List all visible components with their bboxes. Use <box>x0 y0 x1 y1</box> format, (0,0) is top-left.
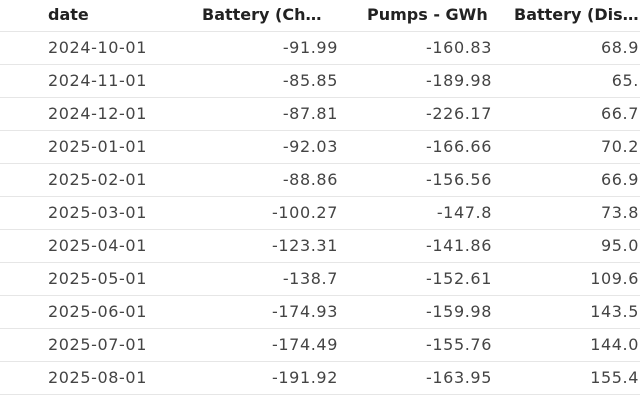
table-cell: -91.99 <box>282 38 338 57</box>
table-cell: -152.61 <box>426 269 492 288</box>
header-row: date Battery (Ch… Pumps - GWh Battery (D… <box>0 0 640 32</box>
table-cell: -159.98 <box>426 302 492 321</box>
table-cell: -163.95 <box>426 368 492 387</box>
table-cell: -156.56 <box>426 170 492 189</box>
table-cell: 2025-03-01 <box>48 203 147 222</box>
table-row: 2025-06-01 -174.93 -159.98 143.5 <box>0 296 640 329</box>
table-cell: 2024-12-01 <box>48 104 147 123</box>
table-cell: 144.0 <box>590 335 639 354</box>
table-row: 2025-03-01 -100.27 -147.8 73.8 <box>0 197 640 230</box>
table-cell: -92.03 <box>282 137 338 156</box>
table-cell: -160.83 <box>426 38 492 57</box>
table-row: 2024-11-01 -85.85 -189.98 65. <box>0 65 640 98</box>
table-cell: 95.0 <box>600 236 639 255</box>
table-row: 2025-02-01 -88.86 -156.56 66.9 <box>0 164 640 197</box>
table-cell: 143.5 <box>590 302 639 321</box>
table-cell: -166.66 <box>426 137 492 156</box>
table-cell: -88.86 <box>282 170 338 189</box>
table-cell: -147.8 <box>436 203 492 222</box>
table-cell: -174.49 <box>272 335 338 354</box>
column-header[interactable]: Pumps - GWh <box>367 5 488 24</box>
table-cell: 109.6 <box>590 269 639 288</box>
table-cell: 2025-02-01 <box>48 170 147 189</box>
table-row: 2025-07-01 -174.49 -155.76 144.0 <box>0 329 640 362</box>
table-cell: -141.86 <box>426 236 492 255</box>
table-row: 2025-05-01 -138.7 -152.61 109.6 <box>0 263 640 296</box>
table-row: 2025-04-01 -123.31 -141.86 95.0 <box>0 230 640 263</box>
table-cell: -174.93 <box>272 302 338 321</box>
table-cell: 2025-01-01 <box>48 137 147 156</box>
table-cell: -123.31 <box>272 236 338 255</box>
table-cell: 2025-08-01 <box>48 368 147 387</box>
column-header[interactable]: Battery (Dis… <box>514 5 639 24</box>
table-cell: -189.98 <box>426 71 492 90</box>
table-row: 2024-10-01 -91.99 -160.83 68.9 <box>0 32 640 65</box>
table-cell: 2025-05-01 <box>48 269 147 288</box>
column-header[interactable]: Battery (Ch… <box>202 5 322 24</box>
table-cell: 2025-04-01 <box>48 236 147 255</box>
table-cell: 70.2 <box>600 137 639 156</box>
table-cell: 2024-10-01 <box>48 38 147 57</box>
table-cell: 2025-06-01 <box>48 302 147 321</box>
table-cell: 155.4 <box>590 368 639 387</box>
table-cell: 2025-07-01 <box>48 335 147 354</box>
table-cell: -138.7 <box>282 269 338 288</box>
table-cell: 2024-11-01 <box>48 71 147 90</box>
table-cell: -191.92 <box>272 368 338 387</box>
table-cell: 65. <box>611 71 639 90</box>
table-cell: -85.85 <box>282 71 338 90</box>
table-row: 2024-12-01 -87.81 -226.17 66.7 <box>0 98 640 131</box>
column-header[interactable]: date <box>48 5 89 24</box>
table-cell: -100.27 <box>272 203 338 222</box>
table-cell: 66.7 <box>600 104 639 123</box>
table-row: 2025-08-01 -191.92 -163.95 155.4 <box>0 362 640 395</box>
table-row: 2025-01-01 -92.03 -166.66 70.2 <box>0 131 640 164</box>
table-cell: -226.17 <box>426 104 492 123</box>
table-cell: 66.9 <box>600 170 639 189</box>
table-cell: -155.76 <box>426 335 492 354</box>
table-cell: 73.8 <box>600 203 639 222</box>
table-cell: 68.9 <box>600 38 639 57</box>
table-cell: -87.81 <box>282 104 338 123</box>
